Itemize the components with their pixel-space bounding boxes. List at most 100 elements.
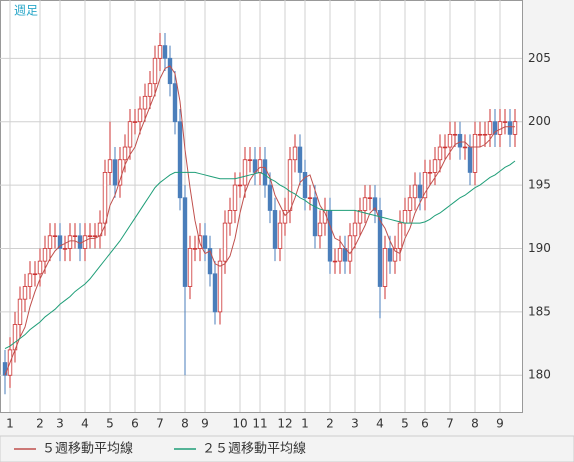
candle-body <box>432 159 438 173</box>
candle-body <box>332 260 338 263</box>
candle-body <box>477 133 483 136</box>
x-tick-label: 1 <box>301 417 309 431</box>
candle-body <box>177 121 183 199</box>
candle-body <box>392 248 398 262</box>
candle-body <box>47 235 53 249</box>
y-tick-label: 200 <box>528 114 551 128</box>
candle-body <box>482 133 488 136</box>
candle-body <box>297 146 303 173</box>
candle-body <box>452 133 458 136</box>
candle-body <box>132 121 138 123</box>
candle-body <box>147 83 153 97</box>
x-tick-label: 9 <box>201 417 209 431</box>
candle-body <box>102 172 108 224</box>
candle-body <box>312 197 318 237</box>
x-tick-label: 4 <box>376 417 384 431</box>
candle-body <box>317 222 323 237</box>
period-label: 週足 <box>14 4 38 18</box>
y-tick-label: 195 <box>528 178 551 192</box>
x-tick-label: 7 <box>446 417 454 431</box>
marks <box>2 32 518 395</box>
candle-body <box>72 235 78 237</box>
candle-body <box>267 184 273 211</box>
x-tick-label: 2 <box>36 417 44 431</box>
x-tick-label: 5 <box>106 417 114 431</box>
y-tick-label: 185 <box>528 304 551 318</box>
candle-body <box>162 45 168 59</box>
x-tick-label: 7 <box>156 417 164 431</box>
legend-label: ５週移動平均線 <box>42 441 133 457</box>
candle-body <box>507 121 513 135</box>
moving-average-line <box>4 65 515 376</box>
candle-body <box>242 159 248 186</box>
candle-body <box>207 248 213 275</box>
y-tick-label: 205 <box>528 51 551 65</box>
candle-body <box>22 286 28 300</box>
candle-body <box>462 146 468 149</box>
candle-body <box>167 57 173 85</box>
x-tick-label: 6 <box>131 417 139 431</box>
candle-body <box>257 159 263 173</box>
candle-body <box>497 121 503 135</box>
candle-body <box>122 146 128 161</box>
candle-body <box>282 210 288 224</box>
candle-body <box>172 83 178 123</box>
candle-body <box>512 121 518 135</box>
candle-body <box>467 146 473 173</box>
candle-body <box>107 159 113 173</box>
candle-body <box>42 248 48 262</box>
candle-body <box>412 184 418 199</box>
candle-body <box>247 159 253 161</box>
x-tick-label: 12 <box>277 417 292 431</box>
moving-average-line <box>4 160 516 350</box>
legend-area <box>0 435 574 462</box>
candle-body <box>302 172 308 199</box>
candle-body <box>492 121 498 135</box>
candle-body <box>27 273 33 287</box>
candle-body <box>127 121 133 148</box>
candle-body <box>397 222 403 249</box>
candle-body <box>272 210 278 249</box>
candle-body <box>352 222 358 237</box>
candle-body <box>67 235 73 249</box>
candle-body <box>217 260 223 313</box>
x-tick-label: 3 <box>351 417 359 431</box>
candle-body <box>367 197 373 199</box>
candle-body <box>417 184 423 199</box>
candle-body <box>377 210 383 287</box>
x-tick-label: 11 <box>252 417 267 431</box>
candle-body <box>212 273 218 313</box>
candle-body <box>232 184 238 211</box>
candle-body <box>182 197 188 287</box>
x-tick-label: 6 <box>421 417 429 431</box>
candle-body <box>92 235 98 237</box>
x-tick-label: 1 <box>6 417 14 431</box>
candle-body <box>237 184 243 187</box>
legend-label: ２５週移動平均線 <box>202 441 306 457</box>
x-tick-label: 3 <box>56 417 64 431</box>
candle-body <box>222 222 228 262</box>
candle-body <box>387 248 393 262</box>
candle-body <box>357 210 363 224</box>
candle-body <box>227 210 233 224</box>
x-tick-label: 4 <box>81 417 89 431</box>
candle-body <box>382 248 388 287</box>
x-tick-label: 2 <box>326 417 334 431</box>
candle-body <box>52 235 58 237</box>
x-tick-label: 5 <box>401 417 409 431</box>
candle-body <box>442 146 448 149</box>
candle-body <box>112 159 118 186</box>
candle-body <box>87 235 93 237</box>
candle-body <box>372 197 378 211</box>
x-tick-label: 10 <box>232 417 247 431</box>
candle-body <box>37 260 43 275</box>
candle-body <box>137 108 143 123</box>
candle-body <box>402 210 408 224</box>
candle-body <box>262 159 268 186</box>
candle-body <box>277 222 283 249</box>
candle-body <box>427 172 433 174</box>
candle-body <box>502 121 508 123</box>
candle-body <box>157 45 163 59</box>
candle-body <box>192 248 198 250</box>
